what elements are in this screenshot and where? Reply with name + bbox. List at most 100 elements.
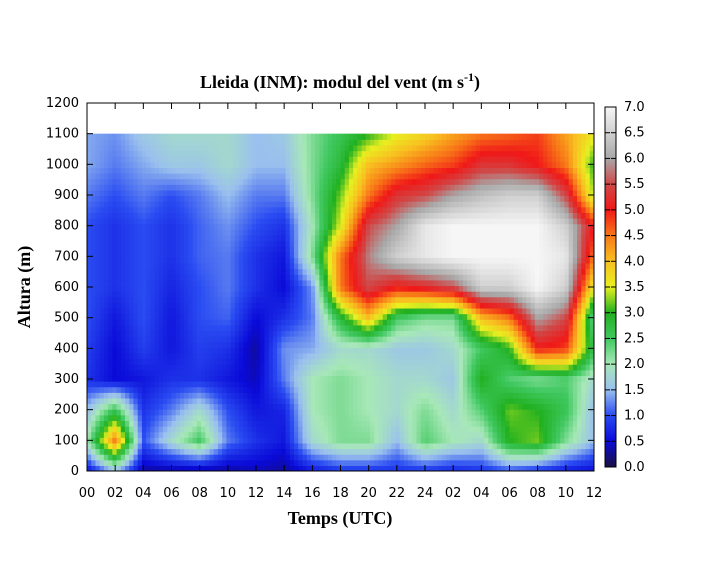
heatmap-cell bbox=[298, 459, 304, 466]
heatmap-cell bbox=[95, 173, 101, 180]
heatmap-cell bbox=[433, 150, 439, 157]
heatmap-cell bbox=[91, 161, 97, 168]
heatmap-cell bbox=[370, 218, 375, 225]
heatmap-cell bbox=[201, 212, 206, 219]
heatmap-cell bbox=[277, 437, 282, 444]
heatmap-cell bbox=[382, 330, 388, 337]
heatmap-cell bbox=[433, 302, 439, 309]
heatmap-cell bbox=[348, 459, 354, 466]
heatmap-cell bbox=[361, 218, 367, 225]
heatmap-cell bbox=[395, 341, 401, 348]
heatmap-cell bbox=[154, 369, 160, 377]
heatmap-cell bbox=[108, 296, 113, 303]
heatmap-cell bbox=[256, 381, 261, 388]
heatmap-cell bbox=[171, 150, 177, 157]
heatmap-cell bbox=[302, 184, 308, 191]
heatmap-cell bbox=[323, 218, 329, 225]
heatmap-cell bbox=[289, 234, 295, 242]
heatmap-cell bbox=[310, 431, 316, 438]
heatmap-cell bbox=[285, 392, 291, 399]
heatmap-cell bbox=[150, 240, 156, 247]
heatmap-cell bbox=[302, 392, 308, 399]
heatmap-cell bbox=[163, 178, 168, 185]
heatmap-cell bbox=[306, 459, 312, 466]
heatmap-cell bbox=[230, 257, 236, 264]
heatmap-cell bbox=[416, 364, 422, 371]
heatmap-cell bbox=[391, 392, 397, 399]
heatmap-cell bbox=[256, 336, 261, 343]
heatmap-cell bbox=[403, 319, 409, 326]
heatmap-cell bbox=[319, 133, 325, 140]
heatmap-cell bbox=[281, 178, 287, 185]
heatmap-cell bbox=[370, 234, 375, 242]
heatmap-cell bbox=[154, 381, 160, 388]
heatmap-cell bbox=[433, 403, 439, 410]
heatmap-cell bbox=[370, 426, 375, 433]
heatmap-cell bbox=[87, 212, 92, 219]
heatmap-cell bbox=[420, 257, 426, 264]
heatmap-cell bbox=[230, 161, 236, 168]
heatmap-cell bbox=[158, 234, 164, 242]
heatmap-cell bbox=[285, 223, 291, 230]
heatmap-cell bbox=[116, 420, 122, 427]
heatmap-cell bbox=[201, 352, 206, 360]
heatmap-cell bbox=[260, 431, 266, 438]
heatmap-cell bbox=[188, 459, 194, 466]
heatmap-cell bbox=[116, 274, 122, 281]
heatmap-cell bbox=[408, 274, 413, 281]
heatmap-cell bbox=[133, 206, 139, 213]
heatmap-cell bbox=[399, 161, 405, 168]
heatmap-cell bbox=[120, 369, 126, 377]
heatmap-cell bbox=[137, 268, 143, 275]
heatmap-cell bbox=[281, 167, 287, 174]
heatmap-cell bbox=[184, 414, 189, 421]
heatmap-cell bbox=[425, 268, 430, 275]
heatmap-cell bbox=[294, 195, 299, 202]
heatmap-cell bbox=[116, 218, 122, 225]
heatmap-cell bbox=[416, 330, 422, 337]
heatmap-cell bbox=[399, 167, 405, 174]
heatmap-cell bbox=[425, 397, 430, 405]
heatmap-cell bbox=[315, 189, 320, 197]
heatmap-cell bbox=[361, 448, 367, 455]
heatmap-cell bbox=[370, 397, 375, 405]
heatmap-cell bbox=[179, 426, 185, 433]
heatmap-cell bbox=[399, 285, 405, 292]
heatmap-cell bbox=[217, 420, 223, 427]
heatmap-cell bbox=[116, 336, 122, 343]
heatmap-cell bbox=[133, 352, 139, 360]
heatmap-cell bbox=[298, 274, 304, 281]
heatmap-cell bbox=[125, 262, 130, 270]
heatmap-cell bbox=[154, 431, 160, 438]
heatmap-cell bbox=[222, 262, 228, 270]
heatmap-cell bbox=[146, 178, 151, 185]
heatmap-cell bbox=[201, 161, 206, 168]
heatmap-cell bbox=[327, 437, 333, 444]
heatmap-cell bbox=[399, 437, 405, 444]
heatmap-cell bbox=[167, 397, 173, 405]
heatmap-cell bbox=[99, 386, 105, 393]
heatmap-cell bbox=[99, 274, 105, 281]
heatmap-cell bbox=[205, 178, 211, 185]
heatmap-cell bbox=[357, 240, 363, 247]
heatmap-cell bbox=[125, 268, 130, 275]
heatmap-cell bbox=[429, 409, 435, 416]
heatmap-cell bbox=[243, 257, 249, 264]
heatmap-cell bbox=[256, 431, 261, 438]
heatmap-cell bbox=[302, 173, 308, 180]
heatmap-cell bbox=[294, 369, 299, 377]
heatmap-cell bbox=[146, 420, 151, 427]
heatmap-cell bbox=[365, 246, 371, 253]
heatmap-cell bbox=[171, 184, 177, 191]
heatmap-cell bbox=[315, 251, 320, 258]
heatmap-cell bbox=[285, 448, 291, 455]
heatmap-cell bbox=[112, 392, 118, 399]
heatmap-cell bbox=[336, 251, 342, 258]
heatmap-cell bbox=[103, 302, 109, 309]
heatmap-cell bbox=[361, 352, 367, 360]
heatmap-cell bbox=[289, 274, 295, 281]
heatmap-cell bbox=[112, 459, 118, 466]
heatmap-cell bbox=[125, 465, 130, 471]
heatmap-cell bbox=[222, 206, 228, 213]
heatmap-cell bbox=[437, 392, 443, 399]
